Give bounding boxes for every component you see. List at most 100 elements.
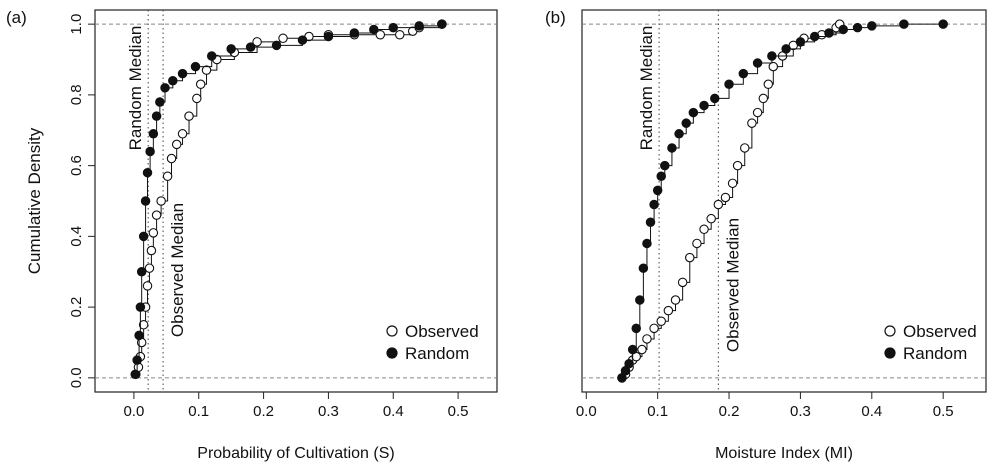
y-tick-label: 0.0	[68, 367, 85, 388]
data-point-random	[130, 369, 140, 380]
series-line-random	[621, 23, 944, 379]
data-point-observed	[394, 30, 405, 40]
data-point-random	[190, 61, 201, 72]
x-tick-label: 0.4	[383, 403, 404, 420]
data-point-random	[738, 68, 749, 79]
data-point-random	[656, 171, 666, 181]
data-point-observed	[692, 238, 702, 249]
data-point-random	[136, 266, 147, 277]
data-point-random	[667, 143, 677, 153]
data-point-observed	[201, 65, 212, 75]
data-point-observed	[156, 196, 166, 206]
legend-marker	[386, 347, 398, 359]
data-point-random	[323, 31, 334, 42]
data-point-random	[642, 238, 652, 249]
x-tick-label: 0.0	[576, 403, 597, 420]
data-point-observed	[670, 295, 681, 305]
data-point-observed	[146, 245, 157, 256]
y-tick-label: 0.8	[68, 84, 85, 105]
data-point-random	[148, 129, 159, 139]
data-point-observed	[677, 277, 688, 288]
y-axis-label: Cumulative Density	[25, 127, 44, 274]
data-point-random	[795, 37, 806, 47]
data-point-random	[297, 35, 308, 45]
data-point-observed	[166, 153, 177, 164]
legend-label: Random	[903, 344, 967, 363]
data-point-random	[899, 19, 909, 29]
data-point-observed	[138, 320, 149, 330]
data-point-random	[699, 100, 709, 111]
data-point-random	[168, 75, 178, 86]
legend-label: Random	[405, 344, 469, 363]
data-point-random	[635, 295, 645, 305]
data-point-observed	[706, 213, 716, 224]
data-point-observed	[656, 316, 666, 327]
data-point-random	[809, 31, 820, 42]
x-tick-label: 0.5	[448, 403, 469, 420]
data-point-random	[245, 42, 256, 52]
data-point-random	[752, 58, 763, 68]
x-tick-label: 0.3	[790, 403, 811, 420]
chart-panel-a: (a) Random Median Observed Median 0.0 0.1 0.2…	[6, 8, 498, 462]
y-tick-label: 0.6	[68, 155, 85, 176]
x-axis-label: Moisture Index (MI)	[715, 445, 853, 462]
data-point-random	[271, 40, 282, 51]
data-point-random	[631, 323, 641, 334]
data-point-random	[724, 79, 734, 90]
data-point-random	[369, 24, 379, 35]
data-point-random	[155, 97, 165, 107]
data-point-random	[160, 83, 170, 93]
data-point-random	[206, 51, 217, 61]
panel-label: (b)	[545, 8, 566, 27]
y-tick-label: 0.2	[68, 297, 85, 318]
data-point-observed	[713, 199, 724, 210]
data-point-observed	[720, 192, 731, 203]
y-tick-label: 0.4	[68, 226, 85, 247]
data-point-random	[638, 263, 649, 273]
data-point-observed	[151, 210, 162, 220]
data-point-observed	[637, 344, 647, 355]
data-point-random	[142, 167, 153, 178]
data-point-random	[135, 302, 146, 312]
data-point-random	[688, 107, 699, 118]
legend-marker	[884, 325, 896, 337]
data-point-random	[867, 21, 877, 31]
legend-marker	[386, 325, 398, 337]
data-point-random	[674, 129, 684, 139]
data-point-random	[627, 344, 638, 355]
plot-frame	[581, 9, 987, 393]
data-point-random	[145, 146, 155, 157]
data-point-random	[437, 19, 447, 29]
observed-median-label: Observed Median	[168, 203, 187, 337]
data-point-random	[349, 28, 360, 38]
data-point-random	[414, 21, 424, 31]
data-point-observed	[649, 323, 659, 334]
plot-frame	[94, 9, 498, 393]
data-point-observed	[732, 160, 743, 171]
observed-median-label: Observed Median	[723, 218, 742, 352]
x-tick-label: 0.3	[318, 403, 339, 420]
data-point-random	[649, 199, 659, 210]
data-point-observed	[768, 61, 779, 72]
data-point-observed	[375, 30, 386, 40]
data-point-random	[652, 185, 663, 196]
data-point-random	[681, 118, 691, 128]
data-point-random	[645, 217, 656, 227]
legend-marker	[884, 347, 896, 359]
data-point-random	[138, 231, 149, 242]
data-point-observed	[739, 143, 750, 153]
data-point-observed	[252, 37, 262, 47]
data-point-observed	[142, 281, 153, 291]
x-tick-label: 0.2	[719, 403, 740, 420]
data-point-observed	[184, 111, 194, 121]
data-point-observed	[278, 33, 288, 44]
data-point-random	[132, 355, 142, 365]
data-point-random	[710, 93, 720, 104]
data-point-random	[177, 68, 188, 79]
x-tick-label: 0.1	[188, 403, 209, 420]
data-point-observed	[195, 79, 206, 90]
data-point-observed	[192, 93, 202, 104]
legend-label: Observed	[405, 322, 479, 341]
data-point-random	[767, 51, 777, 61]
